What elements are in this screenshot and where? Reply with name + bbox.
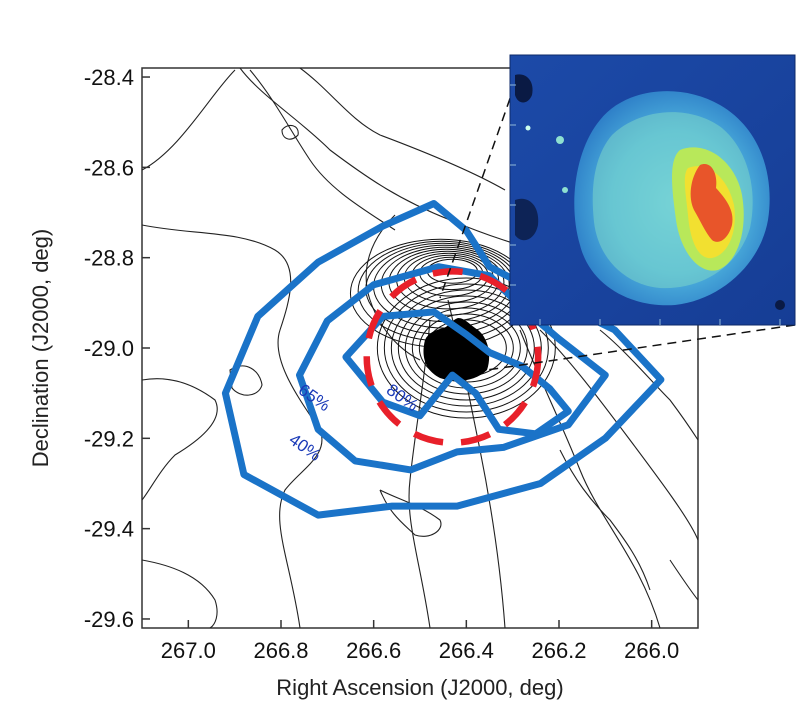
- bg-contour: [539, 329, 698, 541]
- inset-dark-spot: [515, 74, 533, 103]
- x-tick-label: 266.0: [624, 638, 679, 663]
- dashed-circle: [363, 268, 542, 446]
- x-tick-label: 266.6: [346, 638, 401, 663]
- x-tick-label: 267.0: [161, 638, 216, 663]
- bg-contour: [379, 489, 442, 537]
- dashed-circle-layer: [363, 268, 542, 446]
- inset-image: [509, 54, 796, 326]
- inset-star: [525, 125, 531, 131]
- bg-contour: [142, 378, 218, 501]
- bg-contour: [249, 69, 396, 231]
- inset-connector-top: [439, 69, 521, 299]
- confidence-contour-80pct: [342, 308, 572, 438]
- x-axis-title: Right Ascension (J2000, deg): [276, 675, 563, 700]
- source-contour-ring: [390, 289, 542, 407]
- y-tick-label: -28.4: [84, 65, 134, 90]
- inset-connector-bottom: [486, 324, 796, 371]
- bg-contour: [559, 449, 651, 591]
- inset-red-core: [690, 164, 733, 242]
- source-contour-ring: [383, 283, 549, 413]
- bg-contour: [142, 224, 323, 628]
- inset-star: [562, 187, 568, 193]
- source-contour-ring: [376, 277, 556, 419]
- bg-contour: [229, 365, 263, 396]
- y-tick-label: -28.8: [84, 246, 134, 271]
- x-tick-label: 266.8: [253, 638, 308, 663]
- y-tick-label: -29.6: [84, 607, 134, 632]
- bg-contour: [299, 68, 506, 191]
- inset-dark-band: [515, 198, 539, 241]
- source-contour-ring: [397, 295, 535, 401]
- bg-contour: [142, 559, 218, 628]
- axes: -28.4 -28.6 -28.8 -29.0 -29.2 -29.4 -29.6 267.0…: [84, 65, 679, 663]
- confidence-contour-40pct: [221, 200, 665, 519]
- bg-contour: [365, 214, 421, 361]
- x-tick-label: 266.2: [531, 638, 586, 663]
- inset-corner-dot: [775, 300, 785, 310]
- bg-contour: [599, 329, 698, 441]
- x-tick-label: 266.4: [439, 638, 494, 663]
- y-tick-label: -29.4: [84, 517, 134, 542]
- y-axis-title: Declination (J2000, deg): [28, 229, 53, 467]
- source-contour-ring: [404, 301, 528, 395]
- bg-contour: [281, 124, 299, 140]
- bg-contour: [669, 559, 698, 601]
- y-tick-label: -29.2: [84, 426, 134, 451]
- inset-star: [556, 136, 564, 144]
- central-source: [423, 318, 490, 381]
- y-tick-label: -29.0: [84, 336, 134, 361]
- y-tick-label: -28.6: [84, 155, 134, 180]
